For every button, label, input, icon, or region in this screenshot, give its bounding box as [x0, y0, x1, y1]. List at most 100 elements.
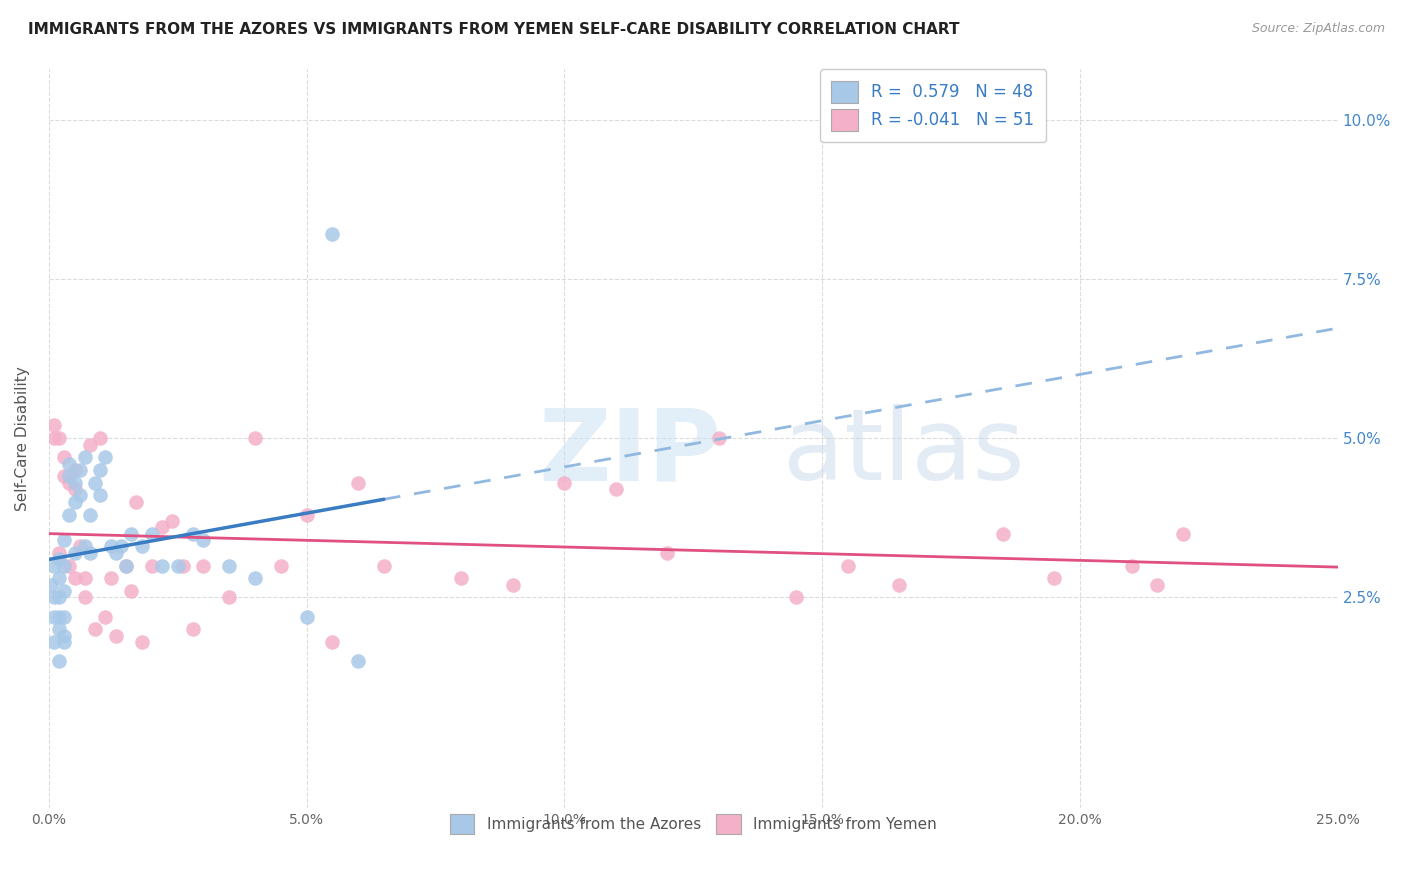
Point — [100, 540, 122, 554]
Point — [79, 508, 101, 522]
Point — [243, 431, 266, 445]
Point — [58, 558, 80, 573]
Point — [104, 546, 127, 560]
Point — [131, 540, 153, 554]
Point — [166, 558, 188, 573]
Text: Source: ZipAtlas.com: Source: ZipAtlas.com — [1251, 22, 1385, 36]
Point — [1171, 526, 1194, 541]
Point — [553, 475, 575, 490]
Point — [115, 558, 138, 573]
Point — [69, 540, 91, 554]
Point — [181, 526, 204, 541]
Point — [63, 495, 86, 509]
Point — [42, 609, 65, 624]
Point — [69, 463, 91, 477]
Point — [42, 635, 65, 649]
Point — [53, 584, 76, 599]
Point — [48, 431, 70, 445]
Point — [58, 475, 80, 490]
Point — [295, 508, 318, 522]
Point — [172, 558, 194, 573]
Point — [58, 469, 80, 483]
Point — [41, 577, 63, 591]
Point — [58, 457, 80, 471]
Point — [48, 571, 70, 585]
Point — [48, 654, 70, 668]
Point — [89, 431, 111, 445]
Point — [63, 546, 86, 560]
Point — [79, 437, 101, 451]
Point — [84, 475, 107, 490]
Point — [73, 571, 96, 585]
Point — [181, 623, 204, 637]
Point — [125, 495, 148, 509]
Point — [53, 609, 76, 624]
Point — [73, 540, 96, 554]
Point — [89, 488, 111, 502]
Point — [42, 431, 65, 445]
Point — [48, 609, 70, 624]
Point — [193, 533, 215, 547]
Point — [162, 514, 184, 528]
Point — [110, 540, 132, 554]
Point — [270, 558, 292, 573]
Point — [48, 546, 70, 560]
Point — [321, 227, 343, 242]
Point — [218, 558, 240, 573]
Point — [837, 558, 859, 573]
Point — [104, 629, 127, 643]
Point — [94, 450, 117, 465]
Point — [131, 635, 153, 649]
Point — [1043, 571, 1066, 585]
Point — [193, 558, 215, 573]
Point — [785, 591, 807, 605]
Legend: Immigrants from the Azores, Immigrants from Yemen: Immigrants from the Azores, Immigrants f… — [439, 804, 948, 845]
Point — [141, 558, 163, 573]
Point — [218, 591, 240, 605]
Point — [1121, 558, 1143, 573]
Point — [707, 431, 730, 445]
Point — [150, 558, 173, 573]
Point — [53, 635, 76, 649]
Point — [373, 558, 395, 573]
Point — [347, 475, 370, 490]
Point — [657, 546, 679, 560]
Point — [73, 591, 96, 605]
Point — [243, 571, 266, 585]
Point — [63, 463, 86, 477]
Point — [63, 571, 86, 585]
Point — [69, 488, 91, 502]
Text: IMMIGRANTS FROM THE AZORES VS IMMIGRANTS FROM YEMEN SELF-CARE DISABILITY CORRELA: IMMIGRANTS FROM THE AZORES VS IMMIGRANTS… — [28, 22, 960, 37]
Point — [42, 591, 65, 605]
Point — [42, 418, 65, 433]
Point — [79, 546, 101, 560]
Point — [53, 533, 76, 547]
Point — [53, 558, 76, 573]
Point — [63, 482, 86, 496]
Point — [89, 463, 111, 477]
Point — [150, 520, 173, 534]
Text: ZIP: ZIP — [538, 404, 721, 501]
Point — [100, 571, 122, 585]
Point — [58, 508, 80, 522]
Point — [48, 591, 70, 605]
Text: atlas: atlas — [783, 404, 1025, 501]
Point — [295, 609, 318, 624]
Point — [53, 469, 76, 483]
Y-axis label: Self-Care Disability: Self-Care Disability — [15, 366, 30, 510]
Point — [605, 482, 627, 496]
Point — [42, 558, 65, 573]
Point — [73, 450, 96, 465]
Point — [502, 577, 524, 591]
Point — [84, 623, 107, 637]
Point — [889, 577, 911, 591]
Point — [115, 558, 138, 573]
Point — [347, 654, 370, 668]
Point — [1146, 577, 1168, 591]
Point — [321, 635, 343, 649]
Point — [991, 526, 1014, 541]
Point — [63, 475, 86, 490]
Point — [53, 450, 76, 465]
Point — [94, 609, 117, 624]
Point — [48, 623, 70, 637]
